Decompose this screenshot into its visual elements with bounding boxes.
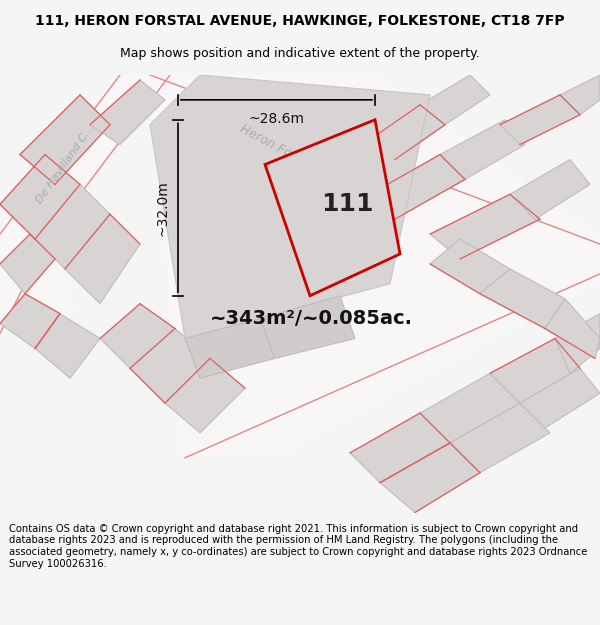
- Polygon shape: [440, 120, 525, 179]
- Polygon shape: [0, 294, 60, 349]
- Text: 111, HERON FORSTAL AVENUE, HAWKINGE, FOLKESTONE, CT18 7FP: 111, HERON FORSTAL AVENUE, HAWKINGE, FOL…: [35, 14, 565, 28]
- Polygon shape: [0, 154, 80, 239]
- Polygon shape: [150, 75, 430, 339]
- Polygon shape: [35, 184, 110, 269]
- Polygon shape: [380, 443, 480, 512]
- Polygon shape: [490, 339, 580, 403]
- Polygon shape: [420, 75, 490, 125]
- Polygon shape: [260, 296, 355, 358]
- Polygon shape: [100, 304, 175, 368]
- Polygon shape: [130, 329, 210, 403]
- Polygon shape: [20, 95, 110, 184]
- Text: Map shows position and indicative extent of the property.: Map shows position and indicative extent…: [120, 48, 480, 61]
- Polygon shape: [35, 314, 100, 378]
- Text: 111: 111: [321, 191, 374, 216]
- Polygon shape: [545, 299, 600, 358]
- Polygon shape: [430, 239, 510, 294]
- Text: Contains OS data © Crown copyright and database right 2021. This information is : Contains OS data © Crown copyright and d…: [9, 524, 587, 569]
- Text: ~28.6m: ~28.6m: [248, 112, 305, 126]
- Polygon shape: [450, 403, 550, 472]
- Polygon shape: [560, 75, 600, 115]
- Polygon shape: [265, 120, 400, 296]
- Polygon shape: [90, 80, 165, 144]
- Polygon shape: [420, 373, 520, 443]
- Polygon shape: [370, 105, 445, 159]
- Text: Heron Forstal Avenue: Heron Forstal Avenue: [237, 122, 363, 197]
- Polygon shape: [165, 358, 245, 433]
- Polygon shape: [185, 319, 275, 378]
- Polygon shape: [520, 368, 600, 428]
- Polygon shape: [510, 159, 590, 219]
- Text: ~32.0m: ~32.0m: [156, 180, 170, 236]
- Text: De Havilland C...: De Havilland C...: [34, 124, 96, 206]
- Polygon shape: [555, 314, 600, 373]
- Polygon shape: [430, 194, 540, 259]
- Polygon shape: [65, 214, 140, 304]
- Polygon shape: [350, 413, 450, 482]
- Polygon shape: [370, 154, 465, 219]
- Polygon shape: [0, 234, 55, 294]
- Polygon shape: [480, 269, 565, 329]
- Polygon shape: [0, 75, 170, 334]
- Polygon shape: [150, 75, 600, 458]
- Polygon shape: [500, 95, 580, 144]
- Text: ~343m²/~0.085ac.: ~343m²/~0.085ac.: [210, 309, 413, 328]
